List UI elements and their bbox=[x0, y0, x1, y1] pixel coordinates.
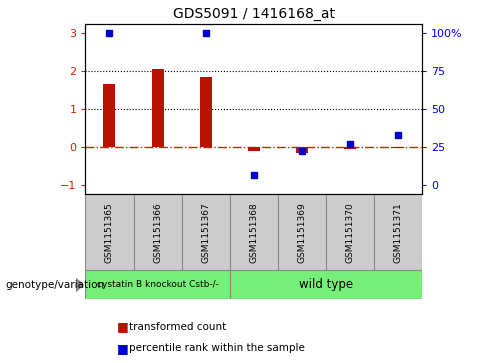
Text: ■: ■ bbox=[117, 320, 129, 333]
Bar bbox=[230, 270, 422, 299]
Text: GSM1151370: GSM1151370 bbox=[346, 202, 354, 263]
Bar bbox=[374, 194, 422, 270]
Bar bbox=[85, 194, 134, 270]
Text: GSM1151365: GSM1151365 bbox=[105, 202, 114, 263]
Text: percentile rank within the sample: percentile rank within the sample bbox=[129, 343, 305, 354]
Bar bbox=[200, 77, 212, 147]
Text: GSM1151371: GSM1151371 bbox=[393, 202, 403, 263]
Bar bbox=[248, 147, 260, 151]
Text: GSM1151369: GSM1151369 bbox=[297, 202, 306, 263]
Polygon shape bbox=[76, 277, 84, 293]
Bar bbox=[103, 84, 116, 147]
Title: GDS5091 / 1416168_at: GDS5091 / 1416168_at bbox=[173, 7, 335, 21]
Bar bbox=[134, 194, 182, 270]
Bar bbox=[344, 147, 356, 149]
Bar bbox=[278, 194, 326, 270]
Text: cystatin B knockout Cstb-/-: cystatin B knockout Cstb-/- bbox=[97, 281, 219, 289]
Bar bbox=[392, 147, 404, 148]
Bar bbox=[85, 270, 230, 299]
Text: genotype/variation: genotype/variation bbox=[5, 280, 104, 290]
Bar bbox=[230, 194, 278, 270]
Bar bbox=[296, 147, 308, 152]
Text: wild type: wild type bbox=[299, 278, 353, 291]
Text: GSM1151367: GSM1151367 bbox=[201, 202, 210, 263]
Text: ■: ■ bbox=[117, 342, 129, 355]
Bar bbox=[326, 194, 374, 270]
Bar bbox=[152, 69, 163, 147]
Bar bbox=[182, 194, 230, 270]
Text: transformed count: transformed count bbox=[129, 322, 226, 332]
Text: GSM1151368: GSM1151368 bbox=[249, 202, 258, 263]
Text: GSM1151366: GSM1151366 bbox=[153, 202, 162, 263]
